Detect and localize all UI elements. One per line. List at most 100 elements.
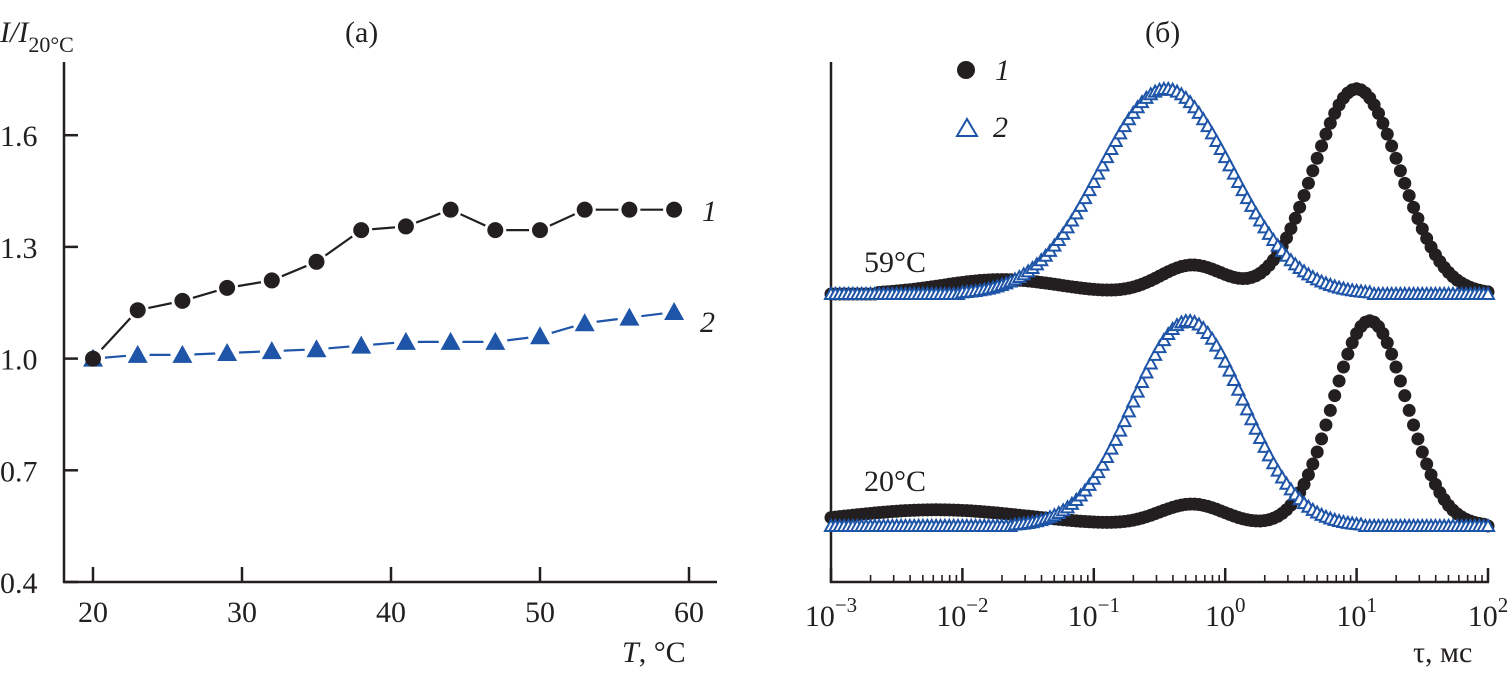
series-2-point [1064, 212, 1080, 227]
series-1-point [1393, 374, 1407, 388]
series-2-point [1230, 381, 1247, 396]
series-1-point [1328, 389, 1342, 403]
series-2-point [1138, 364, 1155, 379]
series-1-point [1407, 200, 1421, 214]
series-1-20C [824, 314, 1495, 533]
series-1-point [1306, 457, 1320, 471]
series-1-point [1415, 445, 1429, 459]
x-tick-label: 20 [78, 596, 108, 629]
series-2-point [1108, 431, 1124, 446]
series-1-point [1323, 403, 1337, 417]
series-1-point [1284, 222, 1298, 236]
series-1-point [666, 201, 683, 218]
series-1-point [1336, 360, 1350, 374]
series-2-point [664, 302, 685, 321]
series-1-point [353, 222, 370, 239]
series-2-point [1108, 132, 1124, 148]
series-1-point [1380, 336, 1394, 350]
series-2-point [1059, 219, 1076, 234]
tick-base: 10 [1068, 600, 1098, 633]
y-tick-label: 1.6 [0, 120, 38, 153]
series-1-point [1407, 418, 1421, 432]
series-2-point [1256, 438, 1273, 453]
series-1-line [92, 208, 675, 360]
series-2-point [1072, 197, 1089, 212]
series-1-point [1411, 432, 1425, 446]
legend-marker-2 [955, 117, 979, 137]
y-tick-label: 0.7 [0, 455, 38, 488]
series-2-point [1221, 157, 1238, 172]
series-2-point [1143, 355, 1159, 370]
series-2-point [1226, 371, 1242, 387]
series-1-point [1389, 360, 1403, 374]
tick-base: 10 [936, 600, 966, 633]
series-2-point [530, 326, 550, 345]
series-1-point [1323, 116, 1337, 130]
series-2-point [1243, 411, 1260, 426]
series-1-point [174, 292, 191, 309]
tick-exponent: −3 [835, 593, 857, 617]
series-2-point [619, 307, 640, 326]
series-2-point [1217, 149, 1233, 164]
series-1-point [1315, 139, 1329, 153]
series-1-point [1310, 151, 1324, 165]
tick-base: 10 [1205, 600, 1235, 633]
series-2-point [1094, 456, 1111, 471]
series-2-point [306, 339, 327, 358]
series-1-point [1332, 374, 1346, 388]
x-tick-label-b: 10−3 [805, 593, 857, 633]
x-tick-label: 40 [376, 596, 406, 629]
series-1-point [1420, 457, 1434, 471]
series-1-point [1306, 164, 1320, 178]
series-2-point [1239, 401, 1255, 416]
series-2-point [1226, 165, 1242, 180]
series-2-point [1208, 132, 1225, 148]
series-2-point [1103, 440, 1120, 455]
series-1-point [1385, 139, 1399, 153]
x-tick-label-b: 10−1 [1068, 593, 1120, 633]
series-2-point [1094, 157, 1111, 172]
series-1-point [1319, 418, 1333, 432]
y-tick-label: 1.0 [0, 344, 38, 377]
y-tick-label: 0.4 [0, 567, 38, 600]
x-tick-label: 30 [227, 596, 257, 629]
legend-label-2: 2 [993, 111, 1008, 144]
series-2-point [1090, 165, 1106, 180]
x-tick-label-b: 100 [1205, 593, 1246, 633]
tick-base: 10 [1468, 600, 1498, 633]
series-2-point [1099, 448, 1115, 463]
x-tick-label-b: 10−2 [936, 593, 988, 633]
tick-exponent: 1 [1366, 593, 1377, 617]
curve-label-59C: 59°C [864, 246, 926, 279]
x-tick-label: 50 [525, 596, 555, 629]
series-2-point [1129, 383, 1146, 398]
series-2-point [1081, 182, 1098, 197]
series-1-point [1319, 127, 1333, 141]
series-2-point [485, 331, 506, 350]
panel-b: (б) 10−3 10−2 10−1 100 101 102 1 2 59°C 20°C … [805, 16, 1508, 669]
series-2-point [1090, 463, 1106, 479]
series-2-point [1480, 517, 1496, 532]
x-axis-label-b: τ, мс [1413, 636, 1472, 669]
x-axis-label: T, °C [622, 636, 686, 669]
series-1-point [442, 201, 459, 218]
series-2-point [1086, 173, 1102, 188]
series-2-point [1068, 205, 1084, 220]
series-2-point [1151, 339, 1168, 354]
series-2-point [1261, 447, 1277, 462]
series-1-point [1402, 403, 1416, 417]
legend-label-1: 1 [995, 54, 1010, 87]
panel-a-title: (a) [345, 16, 378, 49]
series-2-point [1086, 470, 1102, 485]
series-2-20C [823, 312, 1496, 532]
y-tick-label: 1.3 [0, 232, 38, 265]
series-2-point [1235, 182, 1251, 197]
series-label-1: 1 [702, 195, 717, 228]
x-tick-label: 60 [674, 596, 704, 629]
series-2-59C [823, 80, 1496, 300]
series-2-point [172, 344, 193, 363]
series-1-point [1376, 116, 1390, 130]
series-1-point [576, 201, 593, 218]
series-1-point [1301, 176, 1315, 190]
